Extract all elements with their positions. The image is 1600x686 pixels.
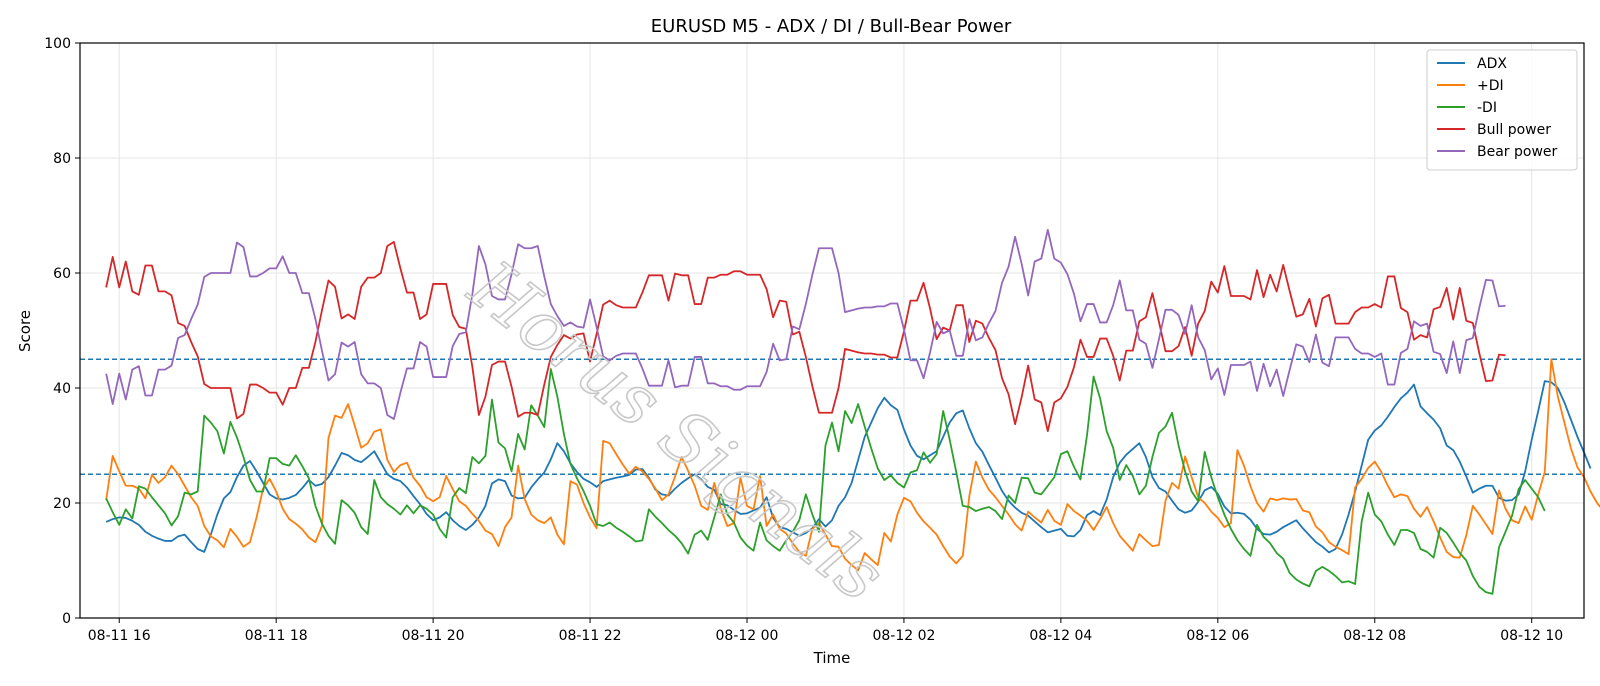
legend-label: -DI [1477, 100, 1497, 116]
legend-box [1426, 49, 1578, 171]
series-lines [105, 228, 1600, 595]
legend-label: Bear power [1477, 144, 1558, 160]
x-tick-label: 08-12 10 [1500, 628, 1563, 644]
y-tick-label: 80 [53, 151, 71, 167]
series-line-bull-power [105, 241, 1506, 433]
x-tick-label: 08-11 18 [245, 628, 308, 644]
y-tick-label: 60 [53, 266, 71, 282]
x-tick-label: 08-12 02 [872, 628, 935, 644]
legend-label: +DI [1477, 78, 1504, 94]
series-line-adx [105, 380, 1592, 554]
legend-label: ADX [1477, 56, 1507, 72]
legend: ADX +DI -DI Bull power Bear power [1426, 49, 1578, 171]
plot-frame [79, 42, 1585, 619]
series-line-bear-power [105, 228, 1506, 420]
x-tick-label: 08-11 20 [402, 628, 465, 644]
y-tick-label: 40 [53, 381, 71, 397]
x-tick-label: 08-12 00 [716, 628, 779, 644]
y-tick-label: 100 [44, 36, 71, 52]
x-tick-label: 08-11 22 [559, 628, 622, 644]
series-line-di [105, 358, 1600, 572]
y-tick-label: 0 [62, 611, 71, 627]
x-tick-label: 08-12 04 [1029, 628, 1092, 644]
axes: 0 20 40 60 80 100 08-11 16 08-11 18 08-11 20 08-1… [44, 36, 1563, 644]
y-tick-label: 20 [53, 496, 71, 512]
legend-label: Bull power [1477, 122, 1551, 138]
x-tick-label: 08-11 16 [88, 628, 151, 644]
x-tick-label: 08-12 08 [1343, 628, 1406, 644]
y-axis-title: Score [16, 310, 34, 352]
x-axis-title: Time [813, 649, 851, 667]
chart-title: EURUSD M5 - ADX / DI / Bull-Bear Power [651, 16, 1012, 37]
x-tick-label: 08-12 06 [1186, 628, 1249, 644]
series-line-di [105, 368, 1546, 595]
